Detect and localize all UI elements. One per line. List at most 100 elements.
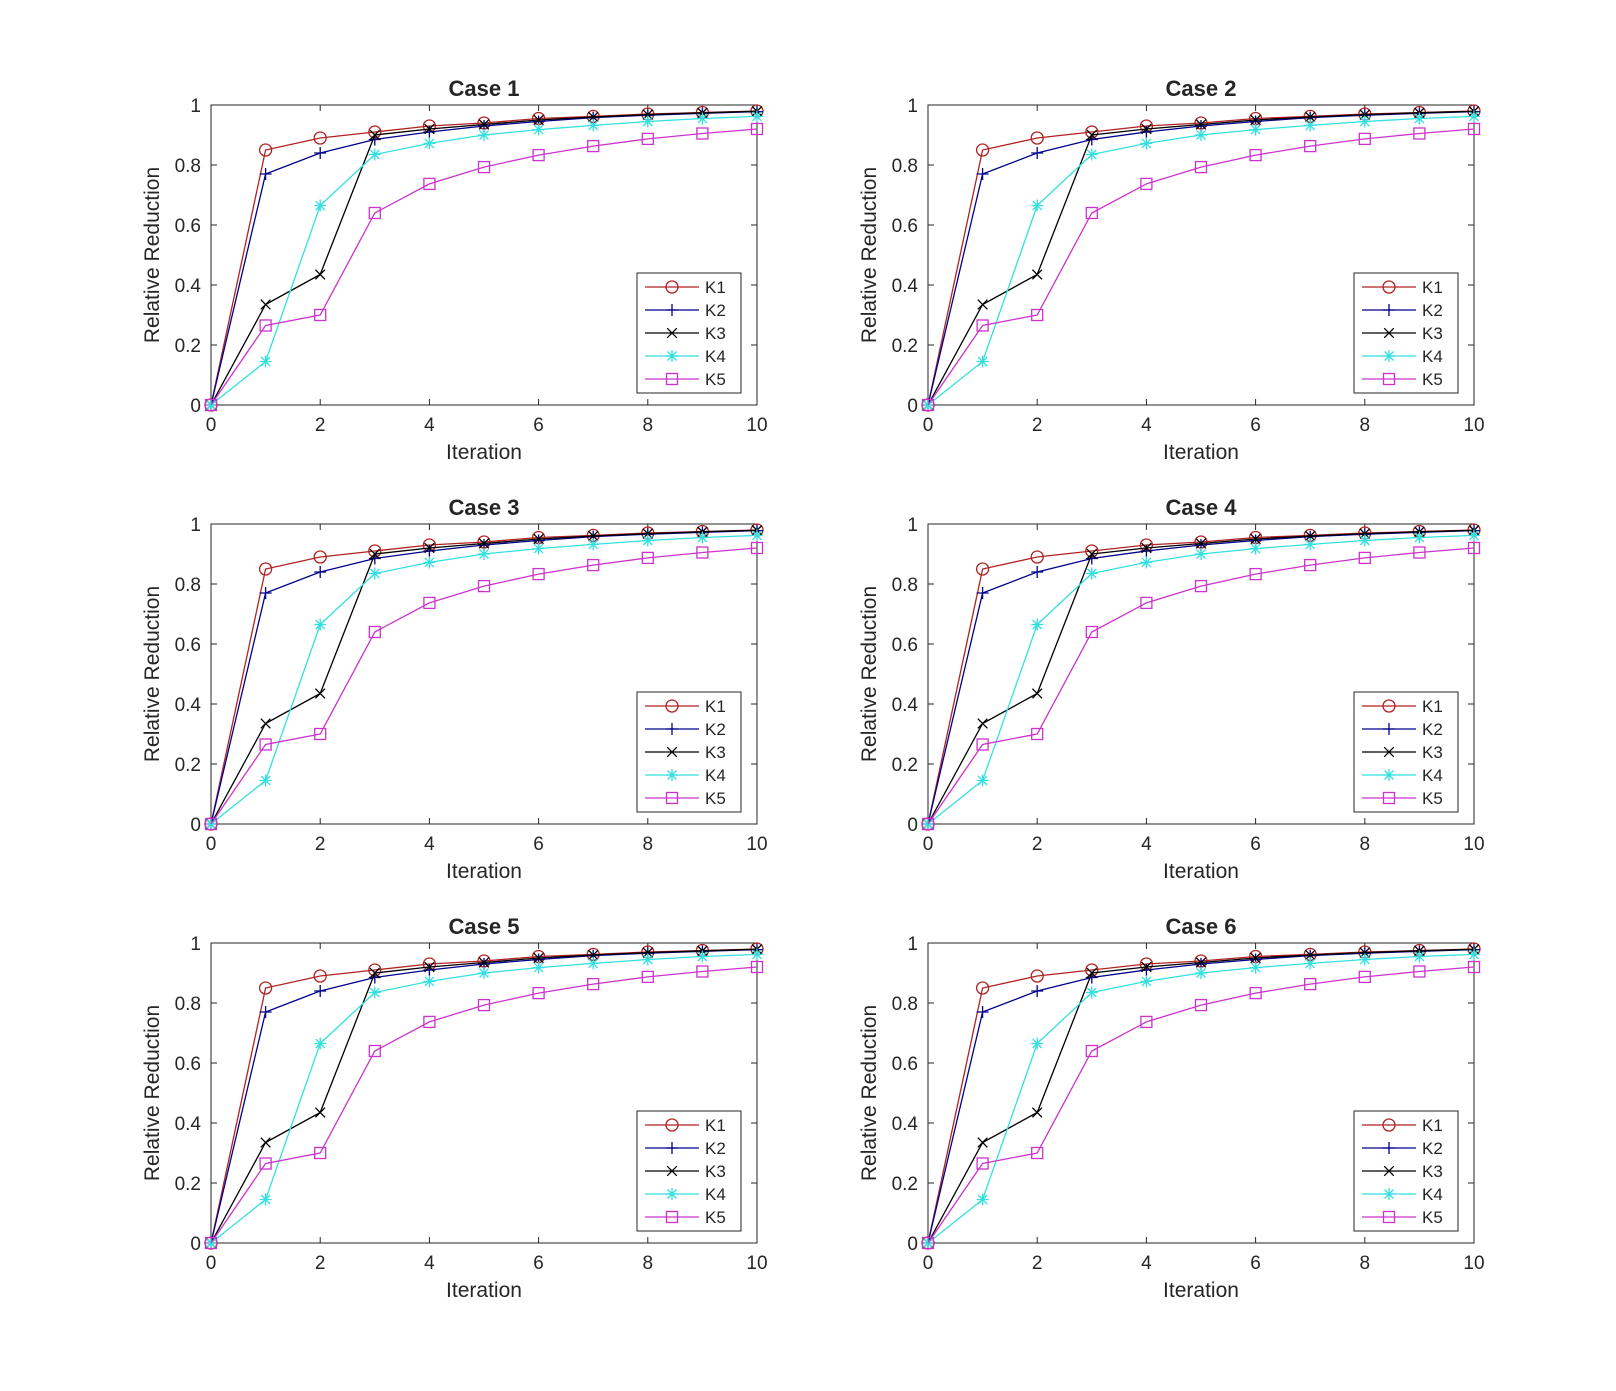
chart-title: Case 1 [449,76,520,101]
data-point-k5 [1413,965,1426,978]
legend-label-k4: K4 [705,766,726,785]
series-k4 [922,529,1480,830]
chart-case-5: Case 5 0 2 4 6 8 10 0 0.2 0.4 0.6 0.8 1 Iteration Rela… [141,914,768,1302]
x-tick-label: 4 [424,834,435,855]
y-tick-label: 0.2 [175,336,201,357]
data-point-k3 [424,961,435,973]
x-tick-label: 6 [533,834,544,855]
data-point-k5 [750,122,764,136]
data-point-k5 [1085,625,1098,639]
x-tick-label: 2 [1032,415,1043,436]
series-line-k5 [927,966,1475,1244]
data-point-k3 [1086,129,1098,141]
legend-label-k3: K3 [1422,743,1443,762]
x-tick-label: 4 [1141,834,1152,855]
data-point-k5 [532,567,545,581]
data-point-k3 [260,718,271,729]
data-point-k4 [532,961,545,974]
legend-marker-k1 [665,1118,679,1132]
legend-marker-k1 [1382,699,1396,713]
data-point-k5 [477,160,491,174]
data-point-k5 [1085,1044,1098,1058]
legend-marker-k1 [1382,280,1396,294]
data-point-k5 [921,817,935,831]
data-point-k5 [204,1236,218,1250]
data-point-k2 [976,168,989,180]
data-point-k5 [641,551,654,565]
x-tick-label: 6 [1250,834,1261,855]
series-k5 [204,960,764,1250]
x-tick-label: 10 [746,834,767,855]
data-point-k3 [478,538,490,549]
chart-case-3: Case 3 0 2 4 6 8 10 0 0.2 0.4 0.6 0.8 1 Iteration Rela… [141,495,768,883]
legend-label-k5: K5 [705,1208,726,1227]
data-point-k5 [259,1157,272,1170]
chart-case-2: Case 2 0 2 4 6 8 10 0 0.2 0.4 0.6 0.8 1 Iteration Rela… [858,76,1485,464]
data-point-k4 [1195,548,1207,560]
x-axis-label: Iteration [446,1279,522,1302]
data-point-k4 [696,950,709,963]
data-point-k4 [423,975,436,988]
data-point-k4 [1195,967,1207,979]
data-point-k5 [259,738,272,751]
data-point-k5 [204,817,218,831]
data-point-k4 [641,534,654,547]
data-point-k3 [1031,269,1043,280]
legend-label-k2: K2 [1422,720,1443,739]
data-point-k1 [258,981,273,995]
legend: K1 K2 K3 K4 K5 [636,272,742,394]
data-point-k5 [587,977,600,991]
legend-label-k1: K1 [1422,278,1443,297]
legend-label-k2: K2 [705,1139,726,1158]
y-tick-label: 0 [907,396,918,417]
y-tick-label: 0.4 [175,695,202,716]
data-point-k3 [1304,530,1316,542]
data-point-k5 [921,1236,935,1250]
data-point-k5 [259,319,272,332]
legend-label-k5: K5 [705,370,726,389]
data-point-k1 [1030,550,1044,564]
y-tick-label: 1 [907,96,918,117]
legend-marker-k2 [666,304,678,316]
legend-marker-k5 [665,791,679,805]
y-axis-label: Relative Reduction [141,586,164,762]
data-point-k5 [1031,308,1044,322]
data-point-k4 [1304,538,1317,551]
data-point-k3 [1086,548,1098,560]
data-point-k2 [314,147,327,159]
x-tick-label: 6 [1250,415,1261,436]
data-point-k3 [1031,1107,1043,1118]
data-point-k4 [259,355,272,368]
x-tick-label: 8 [1360,834,1371,855]
y-tick-label: 0.8 [892,575,918,596]
legend-label-k5: K5 [705,789,726,808]
series-line-k5 [210,966,758,1244]
x-axis-label: Iteration [446,860,522,883]
legend-marker-k4 [666,769,678,781]
data-point-k3 [314,688,326,699]
legend-marker-k3 [666,327,678,339]
y-tick-label: 0.8 [175,575,201,596]
data-point-k4 [751,948,763,961]
data-point-k5 [1194,579,1208,593]
legend-marker-k2 [666,1142,678,1154]
data-point-k5 [204,398,218,412]
y-tick-label: 0.2 [175,1174,201,1195]
legend-marker-k5 [1382,791,1396,805]
data-point-k4 [478,129,490,141]
data-point-k5 [750,960,764,974]
data-point-k5 [587,139,600,153]
data-point-k2 [1031,566,1044,578]
data-point-k3 [1195,538,1207,549]
data-point-k3 [1250,952,1261,964]
data-point-k4 [1140,137,1153,150]
data-point-k3 [587,949,599,961]
data-point-k4 [259,774,272,787]
x-tick-label: 0 [923,1253,934,1274]
x-tick-label: 2 [315,1253,326,1274]
data-point-k3 [533,114,544,126]
data-point-k5 [1140,177,1153,191]
data-point-k4 [368,148,381,161]
data-point-k4 [1031,618,1044,631]
data-point-k5 [1194,160,1208,174]
